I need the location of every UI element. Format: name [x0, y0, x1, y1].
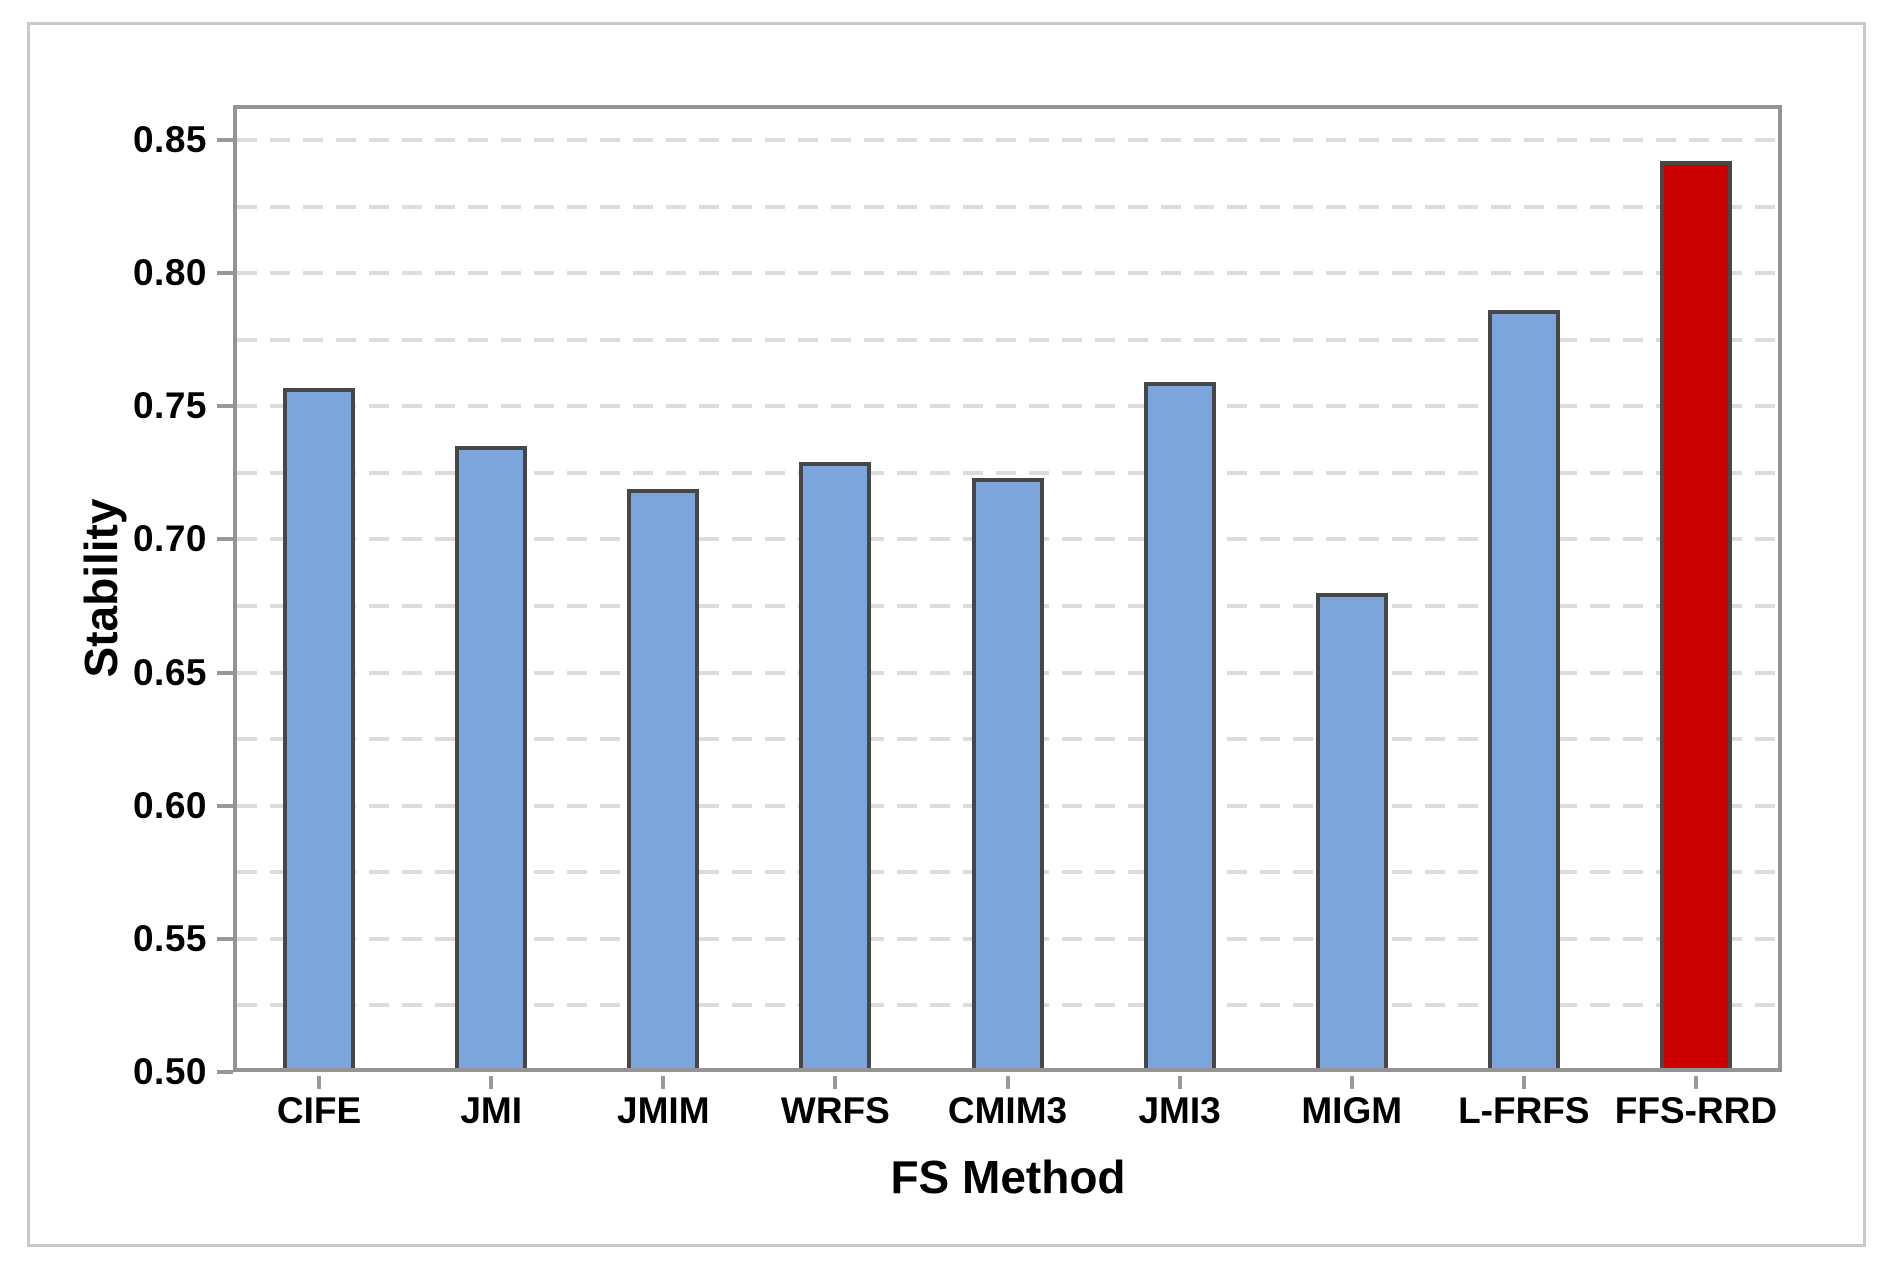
x-tick-mark — [1005, 1076, 1010, 1089]
y-tick-label: 0.75 — [132, 385, 207, 427]
figure-border — [27, 22, 1866, 1247]
gridline — [237, 138, 1778, 142]
x-tick-mark — [1521, 1076, 1526, 1089]
x-tick-label-l-frfs: L-FRFS — [1458, 1090, 1590, 1131]
x-tick-label-wrfs: WRFS — [780, 1090, 890, 1131]
y-tick-mark — [217, 670, 233, 675]
x-tick-label-jmi3: JMI3 — [1138, 1090, 1221, 1131]
x-tick-label-jmim: JMIM — [617, 1090, 710, 1131]
bar-wrfs — [799, 462, 872, 1072]
bar-jmim — [627, 488, 700, 1072]
y-tick-mark — [217, 271, 233, 276]
x-axis-title: FS Method — [890, 1151, 1126, 1203]
gridline — [237, 337, 1778, 342]
gridline — [237, 271, 1778, 276]
y-axis-title: Stability — [75, 498, 127, 678]
x-tick-mark — [1349, 1076, 1354, 1089]
x-tick-mark — [833, 1076, 838, 1089]
bar-cife — [283, 387, 356, 1072]
x-tick-mark — [1693, 1076, 1698, 1089]
bar-ffs-rrd — [1659, 161, 1732, 1072]
y-tick-label: 0.50 — [132, 1051, 207, 1092]
y-tick-label: 0.60 — [132, 784, 207, 826]
y-tick-label: 0.65 — [132, 651, 207, 693]
x-tick-label-cmim3: CMIM3 — [947, 1090, 1068, 1131]
bar-migm — [1315, 592, 1388, 1072]
x-tick-label-migm: MIGM — [1301, 1090, 1403, 1131]
y-tick-label: 0.80 — [132, 252, 207, 294]
y-tick-mark — [217, 803, 233, 808]
bar-jmi — [455, 446, 528, 1072]
x-tick-label-jmi: JMI — [460, 1090, 522, 1131]
y-tick-mark — [217, 537, 233, 542]
y-tick-mark — [217, 936, 233, 941]
x-tick-mark — [661, 1076, 666, 1089]
y-tick-label: 0.85 — [132, 119, 207, 160]
y-tick-mark — [217, 138, 233, 142]
x-tick-mark — [489, 1076, 494, 1089]
y-tick-mark — [217, 404, 233, 409]
bar-cmim3 — [971, 478, 1044, 1072]
y-tick-mark — [217, 1070, 233, 1074]
y-tick-label: 0.70 — [132, 518, 207, 560]
x-tick-label-ffs-rrd: FFS-RRD — [1614, 1090, 1778, 1131]
bar-jmi3 — [1143, 382, 1216, 1072]
x-tick-label-cife: CIFE — [276, 1090, 362, 1131]
bar-l-frfs — [1487, 310, 1560, 1072]
y-tick-label: 0.55 — [132, 917, 207, 959]
gridline — [237, 204, 1778, 209]
gridline — [237, 470, 1778, 475]
gridline — [237, 404, 1778, 409]
x-tick-mark — [317, 1076, 322, 1089]
x-tick-mark — [1177, 1076, 1182, 1089]
